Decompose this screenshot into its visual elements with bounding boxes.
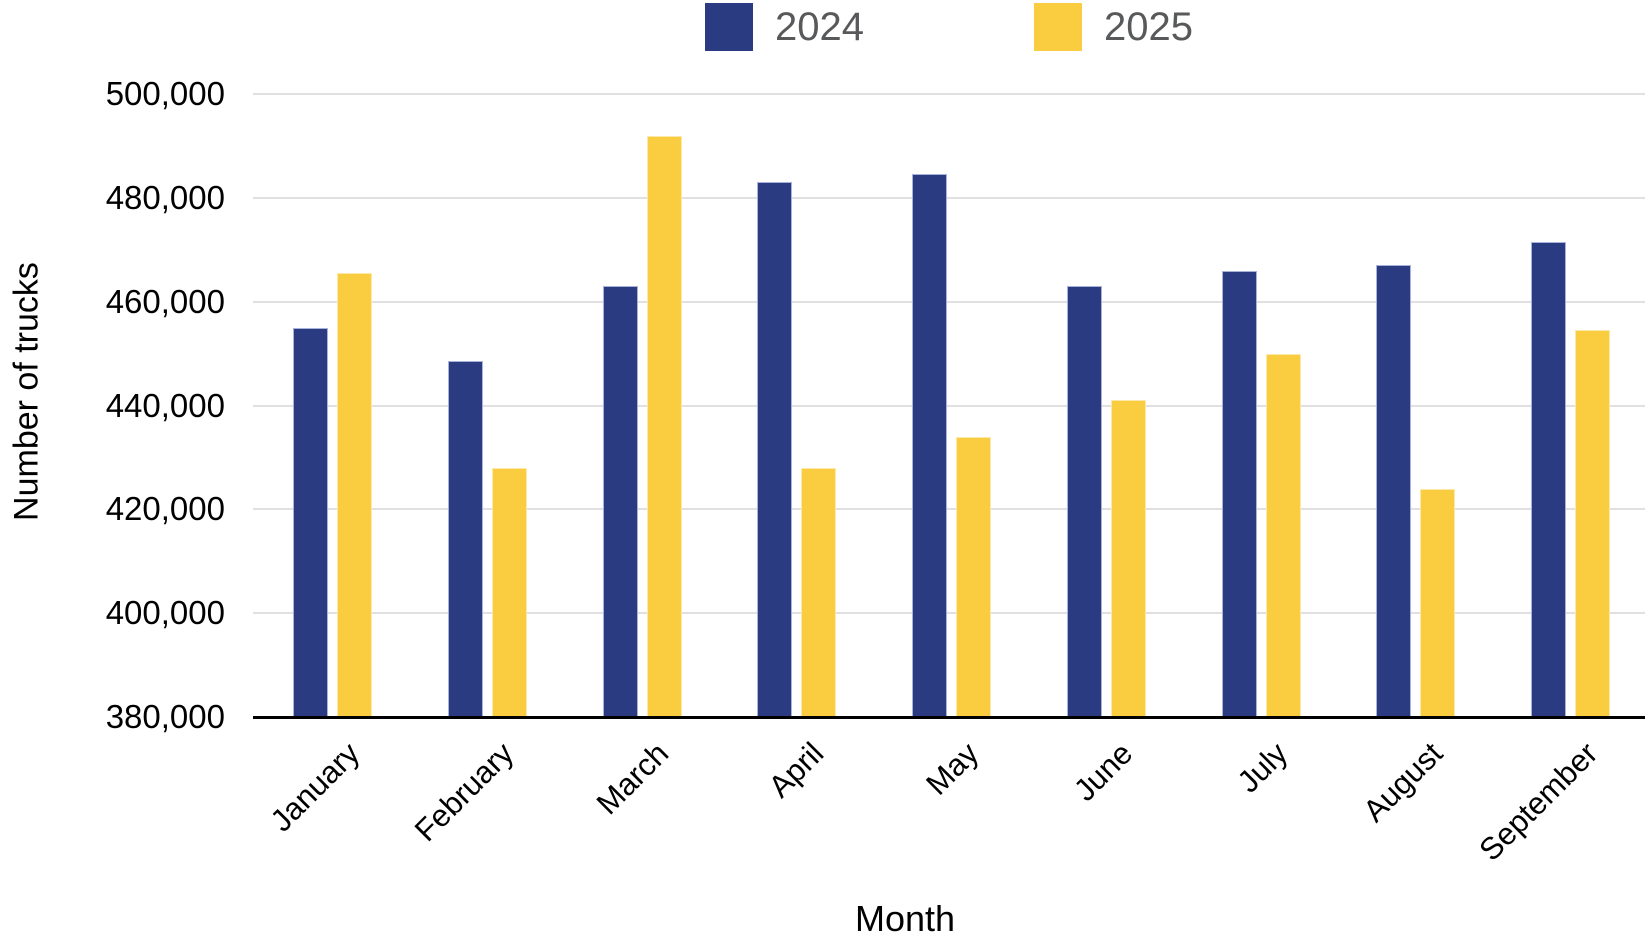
y-tick-label-420,000: 420,000 [105,490,225,528]
bar-2025-july [1265,353,1301,717]
bar-2024-april [757,182,793,717]
bar-2025-september [1575,330,1610,717]
gridline-500,000 [253,93,1645,95]
y-tick-label-500,000: 500,000 [105,75,225,112]
bar-2025-april [801,467,837,717]
legend-swatch-2024 [705,3,754,51]
legend-label-2024: 2024 [775,5,864,49]
y-tick-label-480,000: 480,000 [105,178,225,216]
legend-item-2024: 2024 [705,3,864,51]
gridline-420,000 [253,508,1645,511]
x-axis-line [253,716,1645,719]
legend-swatch-2025 [1034,3,1082,51]
plot-area [253,60,1645,719]
bar-2024-september [1531,241,1566,717]
gridline-460,000 [253,300,1645,303]
bar-2024-july [1221,270,1257,717]
bar-2025-august [1420,488,1456,717]
bar-2025-may [956,436,991,717]
bar-2024-january [293,327,328,717]
legend-label-2025: 2025 [1104,5,1193,49]
bar-2025-march [646,135,682,717]
gridline-480,000 [253,196,1645,199]
bar-2024-february [447,361,483,717]
y-tick-label-460,000: 460,000 [105,282,225,320]
y-tick-label-380,000: 380,000 [105,698,225,735]
bar-2024-august [1376,265,1412,717]
bar-2024-may [912,174,947,717]
legend-item-2025: 2025 [1034,3,1193,51]
x-axis-title: Month [854,898,956,939]
bar-2024-march [602,286,638,717]
legend: 2024 2025 [253,0,1645,54]
bar-2025-june [1110,400,1146,717]
bar-2024-june [1066,286,1102,717]
gridline-440,000 [253,404,1645,407]
y-tick-label-440,000: 440,000 [105,386,225,424]
bar-2025-february [491,467,527,717]
bar-2025-january [337,273,372,717]
gridline-400,000 [253,612,1645,615]
y-tick-label-400,000: 400,000 [105,594,225,632]
